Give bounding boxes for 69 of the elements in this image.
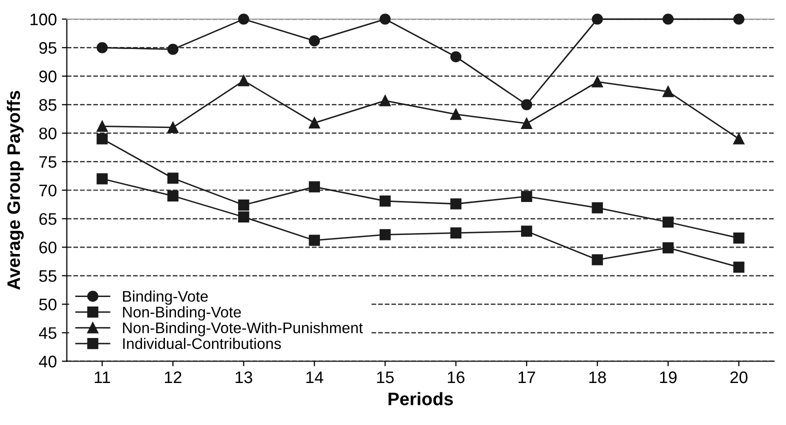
y-tick-label: 90 xyxy=(39,70,56,82)
point xyxy=(380,95,391,106)
point xyxy=(521,99,532,110)
point xyxy=(733,262,744,273)
point xyxy=(592,14,603,25)
x-tick-label: 19 xyxy=(660,371,677,384)
legend-label: Individual-Contributions xyxy=(123,338,281,350)
point xyxy=(450,198,462,210)
point xyxy=(380,14,391,25)
y-axis-title: Average Group Payoffs xyxy=(6,90,24,290)
point xyxy=(450,227,462,239)
x-tick-label: 17 xyxy=(518,372,536,384)
y-tick-label: 85 xyxy=(39,99,56,111)
point xyxy=(167,44,178,55)
x-tick-label: 14 xyxy=(306,372,324,384)
point xyxy=(380,195,391,207)
point xyxy=(96,42,108,54)
point xyxy=(380,229,391,240)
point xyxy=(592,202,603,214)
x-tick-label: 12 xyxy=(164,371,182,384)
x-tick-label: 20 xyxy=(730,371,748,384)
point xyxy=(238,199,250,211)
y-tick-label: 75 xyxy=(39,156,56,168)
point xyxy=(308,234,320,246)
point xyxy=(238,14,250,25)
x-tick-label: 15 xyxy=(377,372,394,384)
x-tick-label: 16 xyxy=(448,371,464,384)
point xyxy=(167,172,178,184)
point xyxy=(450,108,462,120)
point xyxy=(521,190,532,202)
point xyxy=(662,86,674,98)
point xyxy=(96,133,108,144)
y-tick-label: 65 xyxy=(39,213,56,225)
x-axis-title: Periods xyxy=(388,392,453,406)
x-tick-label: 18 xyxy=(589,371,606,384)
point xyxy=(308,35,320,46)
point xyxy=(592,254,603,266)
y-tick-label: 55 xyxy=(39,270,56,282)
point xyxy=(238,75,250,86)
point xyxy=(662,14,674,25)
point xyxy=(662,242,674,254)
x-tick-label: 13 xyxy=(236,371,252,384)
legend-label: Binding-Vote xyxy=(123,290,208,305)
y-tick-label: 80 xyxy=(39,128,56,140)
point xyxy=(592,76,603,88)
y-tick-label: 40 xyxy=(38,356,56,368)
x-tick-label: 11 xyxy=(94,372,110,384)
point xyxy=(733,14,744,25)
point xyxy=(96,120,108,132)
point xyxy=(96,173,108,184)
y-tick-label: 50 xyxy=(39,298,56,310)
point xyxy=(167,190,178,202)
legend-label: Non-Binding-Vote-With-Punishment xyxy=(123,322,363,336)
y-tick-label: 100 xyxy=(30,14,56,26)
point xyxy=(733,232,744,244)
point xyxy=(167,122,178,134)
point xyxy=(733,133,744,144)
y-tick-label: 95 xyxy=(39,42,56,54)
point xyxy=(521,226,532,237)
point xyxy=(308,117,320,128)
point xyxy=(662,216,674,228)
y-tick-label: 60 xyxy=(39,242,56,254)
point xyxy=(308,181,320,192)
point xyxy=(521,118,532,130)
y-tick-label: 70 xyxy=(39,184,56,196)
y-tick-label: 45 xyxy=(38,327,56,339)
legend-label: Non-Binding-Vote xyxy=(123,306,241,321)
point xyxy=(238,211,250,223)
point xyxy=(450,51,462,62)
